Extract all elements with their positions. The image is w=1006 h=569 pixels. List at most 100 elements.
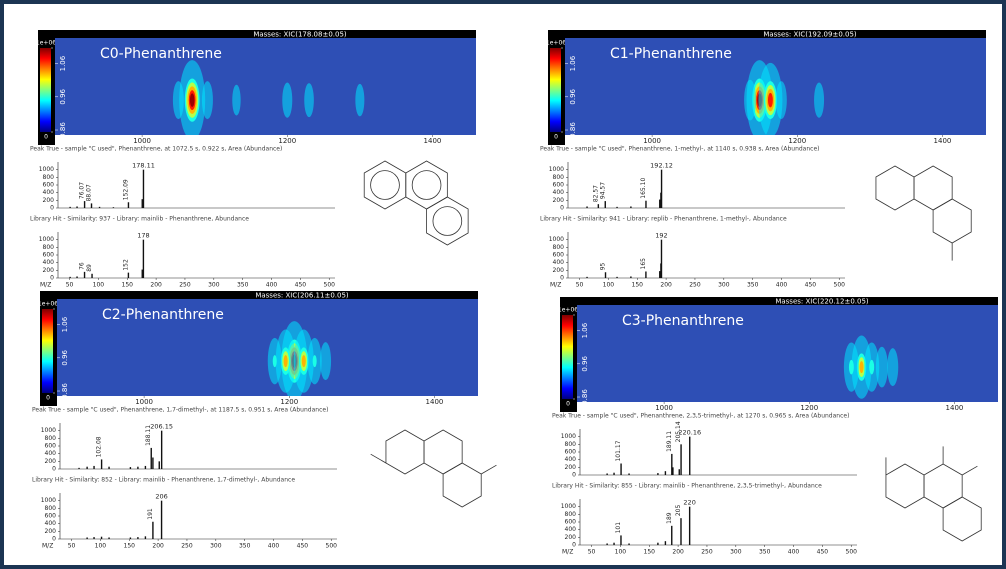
y-tick-label: 400 [43,189,55,196]
peak [129,537,132,539]
y-tick-label: 0 [52,466,56,473]
peak-label: 165.10 [640,178,647,199]
peak [620,463,622,475]
y-tick-label: 400 [553,189,565,196]
peak-label: 88.07 [86,184,93,201]
peak [144,465,147,469]
x-tick-label: 100 [615,549,627,556]
peak [659,271,661,278]
x-tick-label: 500 [324,282,336,289]
intensity-spot [304,83,314,118]
spot-halo [744,79,757,121]
peak [160,430,163,469]
spectrum-caption: Library Hit - Similarity: 852 - Library:… [32,477,295,484]
peak [604,201,606,208]
peak [659,199,661,208]
x-tick-label: 1400 [946,404,964,412]
x-tick-label: 150 [124,543,136,550]
peak [628,543,630,545]
spot-level [859,361,864,374]
peak [671,453,673,475]
spots [744,60,825,135]
peak [108,537,110,539]
peak [69,206,71,208]
intensity-spot [201,81,213,120]
intensity-spot [282,82,293,118]
x-axis-label: M/Z [550,282,561,289]
peak [657,542,659,545]
x-tick-label: 250 [181,543,193,550]
intensity-spot [307,337,322,385]
peak [628,473,630,475]
peak [83,201,86,208]
peak [86,537,88,539]
y-tick-label: 0.86 [61,383,69,399]
peak-label: 189 [666,512,673,524]
methyl [370,453,387,464]
x-tick-label: 50 [66,282,74,289]
peak [613,542,615,545]
peak-label: 165 [640,258,647,270]
x-tick-label: 300 [730,549,742,556]
spectrum-caption: Library Hit - Similarity: 941 - Library:… [540,216,787,223]
y-tick-label: 0 [560,275,564,282]
compound-label: C0-Phenanthrene [100,46,222,62]
x-tick-label: 1000 [133,137,151,145]
peak [152,457,154,469]
peak-label: 220 [683,499,695,507]
peak [688,506,691,545]
y-tick-label: 0.86 [569,122,577,138]
heatmap-title: Masses: XIC(220.12±0.05) [775,298,869,306]
y-tick-label: 800 [565,441,577,448]
spot-level [301,355,306,368]
y-tick-label: 0.86 [581,389,589,405]
colorbar-tick-label: 1e+06 [38,301,58,308]
y-tick-label: 1000 [39,166,54,173]
spectrum-caption: Library Hit - Similarity: 937 - Library:… [30,216,249,223]
peak-label: 189.11 [666,431,673,452]
x-tick-label: 450 [297,543,309,550]
spot-level [848,359,854,375]
y-tick-label: 600 [43,252,55,259]
peak [671,525,673,545]
y-tick-label: 0 [572,472,576,479]
peak [108,466,110,469]
y-tick-label: 400 [565,526,577,533]
x-tick-label: 200 [672,549,684,556]
title-bar [548,30,986,38]
x-tick-label: 400 [268,543,280,550]
colorbar-tick-label: 0 [44,134,48,141]
x-tick-label: 350 [239,543,251,550]
spot-level [312,355,317,368]
peak [657,473,659,475]
x-tick-label: 250 [689,282,701,289]
y-tick-label: 1.06 [569,55,577,71]
heatmap-title: Masses: XIC(178.08±0.05) [253,31,347,39]
ring [426,196,469,246]
x-tick-label: 50 [576,282,584,289]
peak [76,276,78,278]
spectrum-caption: Peak True - sample "C used", Phenanthren… [540,146,820,153]
x-tick-label: 450 [817,549,829,556]
spot-halo [355,83,365,117]
spot-level [869,359,875,375]
peak [142,239,145,278]
heatmap-title: Masses: XIC(206.11±0.05) [255,292,349,300]
intensity-spot [875,346,888,388]
heatmap-background [577,305,998,402]
peak [93,537,95,539]
spot-halo [320,342,332,381]
intensity-spot [293,329,314,393]
molecule [370,429,497,508]
x-tick-label: 1200 [278,137,296,145]
x-tick-label: 350 [237,282,249,289]
y-tick-label: 0 [560,205,564,212]
intensity-spot [843,342,859,392]
peak-label: 89 [86,264,93,272]
peak [620,535,622,545]
y-tick-label: 800 [553,244,565,251]
x-tick-label: 100 [95,543,107,550]
x-tick-label: 100 [93,282,105,289]
y-tick-label: 800 [43,244,55,251]
y-tick-label: 200 [553,267,565,274]
